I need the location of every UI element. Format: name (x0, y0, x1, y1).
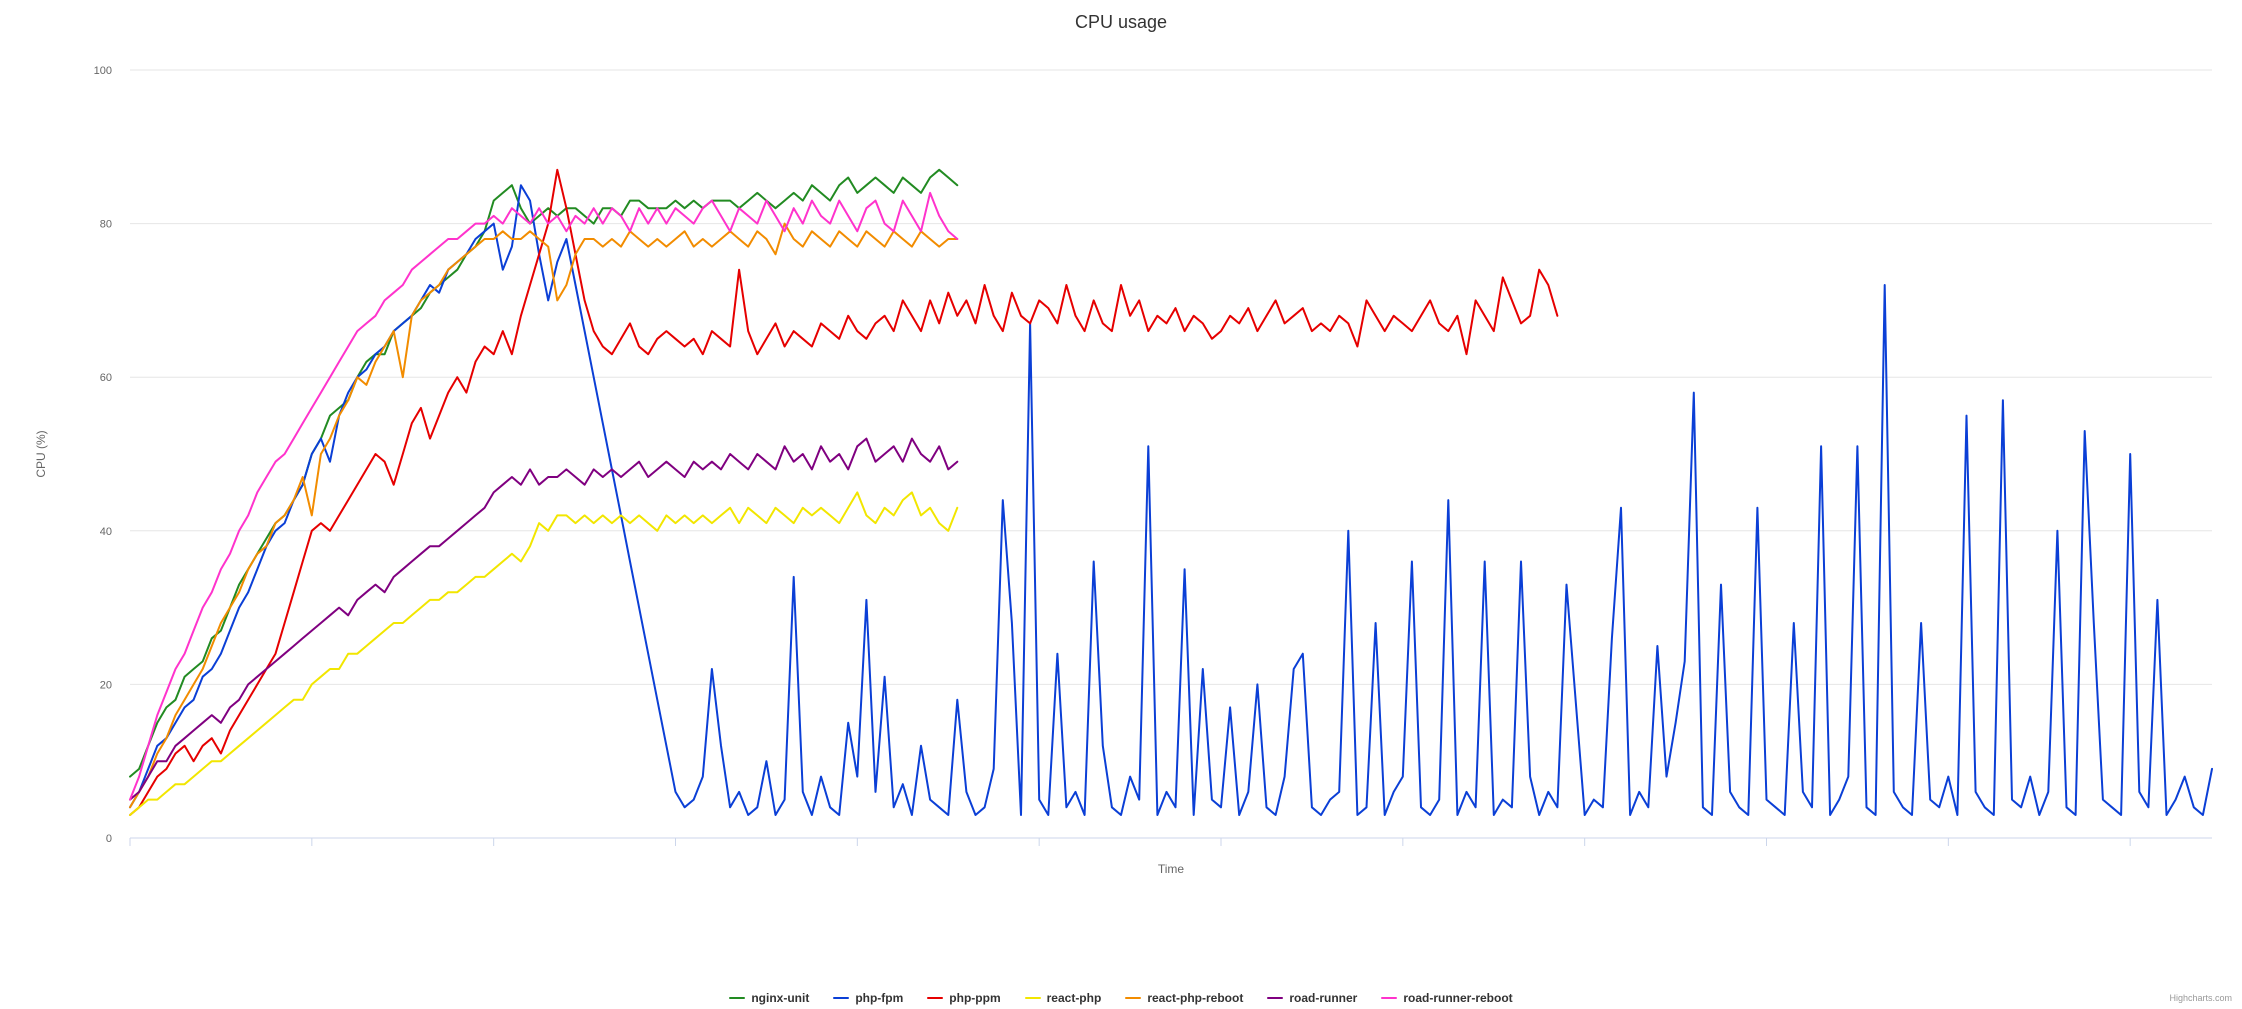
legend-label: react-php (1047, 991, 1102, 1005)
series-line-road-runner-reboot[interactable] (130, 193, 957, 800)
legend-swatch (833, 997, 849, 1000)
legend-swatch (1381, 997, 1397, 1000)
y-tick-label: 0 (106, 833, 112, 845)
series-line-nginx-unit[interactable] (130, 170, 957, 777)
y-tick-label: 80 (100, 219, 112, 231)
legend-label: road-runner (1289, 991, 1357, 1005)
y-tick-label: 40 (100, 526, 112, 538)
legend-swatch (729, 997, 745, 1000)
legend-swatch (1267, 997, 1283, 1000)
y-tick-label: 100 (94, 65, 112, 77)
legend-item-php-fpm[interactable]: php-fpm (833, 991, 903, 1005)
y-tick-label: 20 (100, 679, 112, 691)
legend-swatch (1125, 997, 1141, 1000)
chart-credits[interactable]: Highcharts.com (2169, 993, 2232, 1003)
series-line-react-php[interactable] (130, 492, 957, 815)
legend-label: php-fpm (855, 991, 903, 1005)
legend-item-road-runner-reboot[interactable]: road-runner-reboot (1381, 991, 1512, 1005)
legend-label: road-runner-reboot (1403, 991, 1512, 1005)
legend-item-react-php[interactable]: react-php (1025, 991, 1102, 1005)
chart-title: CPU usage (1075, 12, 1167, 32)
y-tick-label: 60 (100, 372, 112, 384)
legend-item-nginx-unit[interactable]: nginx-unit (729, 991, 809, 1005)
legend-label: nginx-unit (751, 991, 809, 1005)
legend-swatch (927, 997, 943, 1000)
chart-legend: nginx-unit php-fpm php-ppm react-php react-p… (0, 983, 2242, 1009)
x-axis-label: Time (1158, 862, 1185, 876)
y-axis-label: CPU (%) (34, 430, 48, 477)
series-line-php-ppm[interactable] (130, 170, 1557, 815)
legend-item-php-ppm[interactable]: php-ppm (927, 991, 1000, 1005)
legend-label: php-ppm (949, 991, 1000, 1005)
legend-item-react-php-reboot[interactable]: react-php-reboot (1125, 991, 1243, 1005)
series-line-road-runner[interactable] (130, 439, 957, 800)
legend-label: react-php-reboot (1147, 991, 1243, 1005)
series-line-react-php-reboot[interactable] (130, 224, 957, 808)
legend-item-road-runner[interactable]: road-runner (1267, 991, 1357, 1005)
cpu-usage-chart: CPU usage 0 20 40 60 80 100 CPU (%) Time nginx-u… (0, 0, 2242, 1009)
chart-plot-area: CPU usage 0 20 40 60 80 100 CPU (%) Time (0, 0, 2242, 978)
legend-swatch (1025, 997, 1041, 1000)
